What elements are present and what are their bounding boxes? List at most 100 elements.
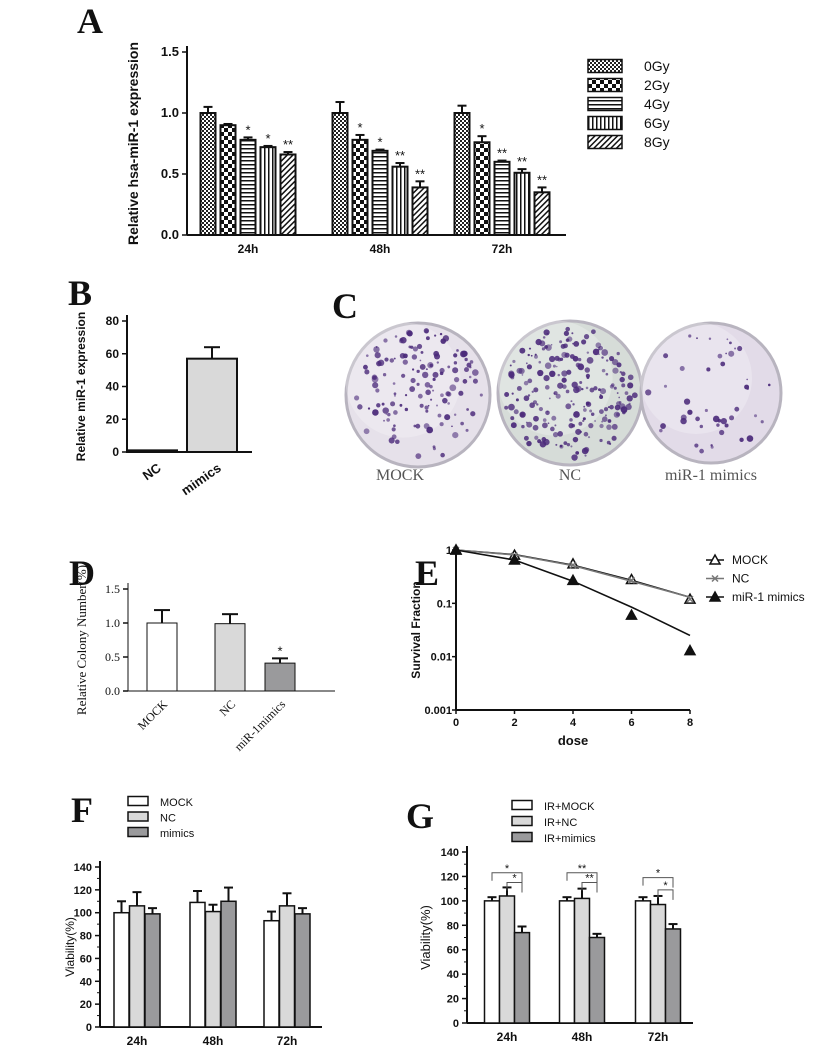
colony bbox=[599, 395, 604, 400]
colony bbox=[390, 401, 396, 407]
colony bbox=[645, 389, 652, 396]
colony-plate-0: MOCK bbox=[344, 321, 492, 484]
colony bbox=[571, 423, 576, 428]
colony bbox=[571, 454, 578, 461]
colony bbox=[584, 367, 590, 373]
colony bbox=[466, 362, 472, 368]
colony bbox=[372, 409, 379, 416]
colony-plate-1: NC bbox=[496, 319, 644, 484]
legend-swatch bbox=[587, 96, 623, 112]
marker-x bbox=[686, 595, 694, 603]
colony bbox=[460, 421, 464, 426]
y-tick-label: 60 bbox=[106, 347, 120, 361]
colony bbox=[387, 412, 391, 417]
x-tick-label: 6 bbox=[628, 717, 634, 729]
significance-bracket bbox=[506, 882, 523, 893]
colony bbox=[432, 377, 436, 381]
legend-label: 6Gy bbox=[644, 115, 670, 131]
colony bbox=[688, 334, 692, 338]
colony bbox=[526, 421, 533, 428]
colony bbox=[618, 396, 620, 399]
colony bbox=[435, 404, 439, 407]
y-tick-label: 1.0 bbox=[161, 105, 179, 120]
colony bbox=[511, 392, 514, 395]
colony bbox=[409, 386, 416, 392]
colony bbox=[519, 411, 526, 418]
colony-plates: MOCK NC miR-1 mimics bbox=[344, 319, 783, 484]
colony bbox=[383, 338, 388, 343]
colony bbox=[551, 415, 557, 421]
bar-0Gy bbox=[453, 112, 471, 236]
legend-A: 0Gy 2Gy 4Gy 6Gy 8Gy bbox=[587, 58, 670, 150]
significance-bracket bbox=[642, 877, 674, 888]
bar-MOCK bbox=[263, 919, 280, 1028]
legend-swatch bbox=[511, 831, 533, 843]
colony bbox=[382, 373, 387, 377]
colony bbox=[468, 375, 472, 379]
chart-G: 0 20 40 60 80 100 120 140 Viability(%) 24h 48h 72h *… bbox=[418, 846, 693, 1044]
y-tick-label: 100 bbox=[74, 908, 92, 920]
x-tick-label: 2 bbox=[511, 717, 517, 729]
legend-label: IR+mimics bbox=[544, 833, 596, 845]
colony bbox=[425, 368, 428, 371]
significance-marker: * bbox=[265, 131, 270, 146]
colony bbox=[719, 429, 725, 436]
legend-swatch bbox=[587, 134, 623, 150]
legend-swatch bbox=[511, 799, 533, 811]
colony bbox=[560, 343, 566, 349]
y-tick-label: 40 bbox=[80, 976, 92, 988]
colony bbox=[432, 389, 435, 392]
colony bbox=[729, 341, 732, 345]
colony bbox=[388, 437, 395, 444]
y-tick-label: 80 bbox=[80, 931, 92, 943]
y-tick-label: 40 bbox=[447, 969, 459, 981]
colony bbox=[411, 368, 415, 371]
colony bbox=[440, 338, 447, 344]
colony bbox=[588, 423, 594, 429]
colony bbox=[427, 404, 430, 407]
colony bbox=[744, 384, 750, 390]
colony bbox=[720, 417, 727, 425]
colony bbox=[589, 409, 593, 413]
colony bbox=[593, 386, 598, 391]
significance-marker: * bbox=[245, 122, 250, 137]
colony bbox=[626, 395, 633, 402]
significance-marker: ** bbox=[415, 166, 425, 181]
colony bbox=[609, 404, 614, 410]
colony bbox=[559, 444, 563, 448]
significance-marker: * bbox=[505, 863, 510, 875]
colony bbox=[555, 443, 558, 446]
colony bbox=[447, 365, 451, 369]
y-tick-label: 120 bbox=[74, 885, 92, 897]
colony bbox=[534, 435, 539, 440]
colony bbox=[513, 409, 519, 415]
y-tick-label: 20 bbox=[106, 412, 120, 426]
significance-bracket bbox=[566, 872, 598, 883]
colony bbox=[566, 442, 571, 447]
colony bbox=[549, 370, 556, 378]
chart-A: 0.0 0.5 1.0 1.5 Relative hsa-miR-1 expressio… bbox=[125, 42, 566, 256]
series-miR-1 mimics: miR-1 mimics bbox=[449, 543, 805, 656]
chart-E: 0.001 0.01 0.1 1 0 2 4 6 8 Survival Fraction dose M… bbox=[409, 543, 805, 748]
x-tick-label: 72h bbox=[492, 242, 513, 256]
colony bbox=[613, 411, 620, 418]
y-tick-label: 60 bbox=[447, 945, 459, 957]
colony bbox=[561, 370, 568, 377]
bar-6Gy bbox=[391, 165, 409, 236]
colony bbox=[571, 381, 578, 388]
colony bbox=[565, 326, 570, 332]
colony bbox=[364, 369, 370, 375]
colony bbox=[384, 357, 389, 362]
colony bbox=[393, 394, 396, 397]
x-tick-label: 72h bbox=[648, 1030, 669, 1044]
x-tick-label: 48h bbox=[203, 1034, 224, 1046]
colony bbox=[373, 346, 380, 353]
colony bbox=[557, 373, 561, 377]
significance-marker: * bbox=[663, 880, 668, 892]
colony bbox=[609, 355, 615, 362]
colony bbox=[573, 411, 580, 418]
colony bbox=[611, 423, 618, 430]
legend-swatch bbox=[587, 115, 623, 131]
colony bbox=[544, 362, 552, 369]
legend-swatch bbox=[127, 826, 149, 838]
